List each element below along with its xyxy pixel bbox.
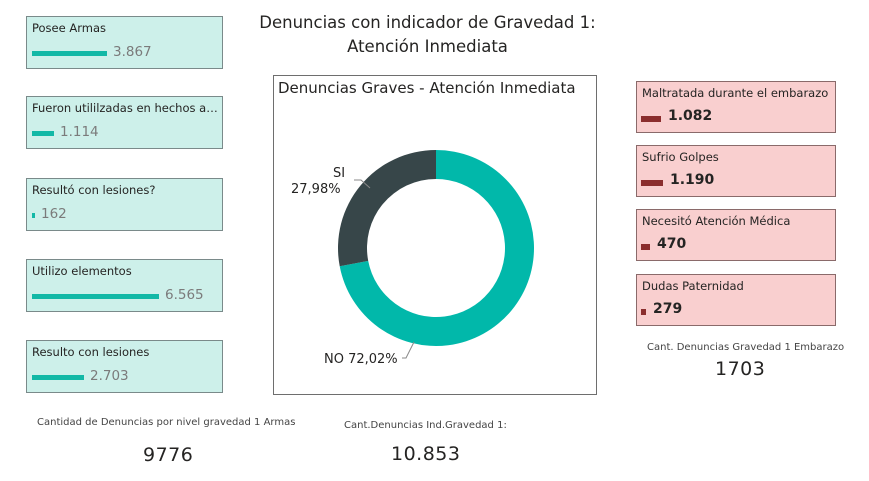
card-label: Necesitó Atención Médica xyxy=(642,214,791,228)
kpi-armas-value: 9776 xyxy=(143,444,194,466)
card-bar xyxy=(641,244,650,250)
card-value: 2.703 xyxy=(90,368,129,384)
donut-slice-si[interactable] xyxy=(338,150,436,267)
leader-line-no xyxy=(402,341,415,359)
card-bar xyxy=(641,116,661,122)
kpi-embarazo-label: Cant. Denuncias Gravedad 1 Embarazo xyxy=(647,342,845,353)
slice-label-si-value: 27,98% xyxy=(291,182,341,197)
card-label: Dudas Paternidad xyxy=(642,279,744,293)
card-value: 6.565 xyxy=(165,287,204,303)
card-bar xyxy=(641,180,663,186)
card-atencion-medica[interactable]: Necesitó Atención Médica 470 xyxy=(636,209,836,261)
page-title: Denuncias con indicador de Gravedad 1: A… xyxy=(255,11,600,59)
card-resulto-lesiones[interactable]: Resulto con lesiones 2.703 xyxy=(26,340,223,393)
card-value: 1.190 xyxy=(670,172,715,188)
card-label: Resulto con lesiones xyxy=(32,345,150,359)
card-resulto-lesiones-q[interactable]: Resultó con lesiones? 162 xyxy=(26,178,223,231)
card-hechos-anteriores[interactable]: Fueron utililzadas en hechos ant... 1.11… xyxy=(26,96,223,149)
kpi-embarazo-value: 1703 xyxy=(715,358,766,380)
card-label: Utilizo elementos xyxy=(32,264,132,278)
page-title-line1: Denuncias con indicador de Gravedad 1: xyxy=(259,13,596,32)
card-sufrio-golpes[interactable]: Sufrio Golpes 1.190 xyxy=(636,145,836,197)
kpi-armas-label: Cantidad de Denuncias por nivel gravedad… xyxy=(37,417,296,428)
card-bar xyxy=(32,294,159,299)
card-value: 162 xyxy=(41,206,67,222)
card-label: Resultó con lesiones? xyxy=(32,183,156,197)
card-posee-armas[interactable]: Posee Armas 3.867 xyxy=(26,16,223,69)
slice-label-no: NO 72,02% xyxy=(324,352,398,367)
card-bar xyxy=(32,375,84,380)
leader-line-si xyxy=(354,179,371,189)
card-dudas-paternidad[interactable]: Dudas Paternidad 279 xyxy=(636,274,836,326)
card-value: 1.114 xyxy=(60,124,99,140)
card-label: Posee Armas xyxy=(32,21,106,35)
card-utilizo-elementos[interactable]: Utilizo elementos 6.565 xyxy=(26,259,223,312)
chart-title: Denuncias Graves - Atención Inmediata xyxy=(278,79,576,97)
page-title-line2: Atención Inmediata xyxy=(347,37,508,56)
card-value: 279 xyxy=(653,301,683,317)
donut-slice-no[interactable] xyxy=(339,150,534,346)
card-maltratada-embarazo[interactable]: Maltratada durante el embarazo 1.082 xyxy=(636,81,836,133)
kpi-total-value: 10.853 xyxy=(391,443,461,465)
card-value: 1.082 xyxy=(668,108,713,124)
card-bar xyxy=(32,213,35,218)
card-label: Maltratada durante el embarazo xyxy=(642,86,829,100)
card-label: Fueron utililzadas en hechos ant... xyxy=(32,101,218,115)
card-label: Sufrio Golpes xyxy=(642,150,719,164)
donut-chart-visual[interactable]: Denuncias Graves - Atención Inmediata SI… xyxy=(273,75,597,395)
card-bar xyxy=(641,309,646,315)
card-value: 3.867 xyxy=(113,44,152,60)
card-value: 470 xyxy=(657,236,687,252)
kpi-total-label: Cant.Denuncias Ind.Gravedad 1: xyxy=(344,420,507,431)
slice-label-si-name: SI xyxy=(333,166,345,181)
card-bar xyxy=(32,51,107,56)
card-bar xyxy=(32,131,54,136)
